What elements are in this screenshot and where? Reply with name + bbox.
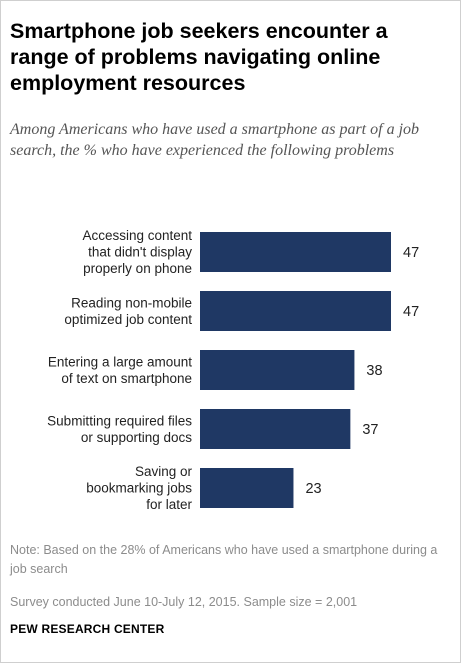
chart-subtitle: Among Americans who have used a smartpho… [10, 121, 420, 159]
value-label-2: 38 [366, 363, 382, 379]
chart-note: Note: Based on the 28% of Americans who … [10, 543, 438, 576]
bar-0 [200, 232, 391, 272]
bar-2 [200, 350, 355, 390]
category-label-4: Saving or bookmarking jobs for later [86, 464, 192, 512]
bar-1 [200, 291, 391, 331]
chart-title: Smartphone job seekers encounter a range… [10, 19, 388, 95]
bar-3 [200, 409, 351, 449]
organization-name: PEW RESEARCH CENTER [10, 622, 165, 636]
value-label-0: 47 [403, 245, 419, 261]
value-label-1: 47 [403, 304, 419, 320]
category-label-3: Submitting required files or supporting d… [47, 413, 192, 445]
chart-source: Survey conducted June 10-July 12, 2015. … [10, 595, 358, 609]
bar-4 [200, 468, 294, 508]
category-label-1: Reading non-mobile optimized job content [64, 295, 192, 327]
value-label-4: 23 [305, 481, 321, 497]
value-label-3: 37 [362, 422, 378, 438]
category-label-0: Accessing content that didn't display prop… [82, 228, 192, 276]
category-label-2: Entering a large amount of text on smartp… [48, 354, 192, 386]
